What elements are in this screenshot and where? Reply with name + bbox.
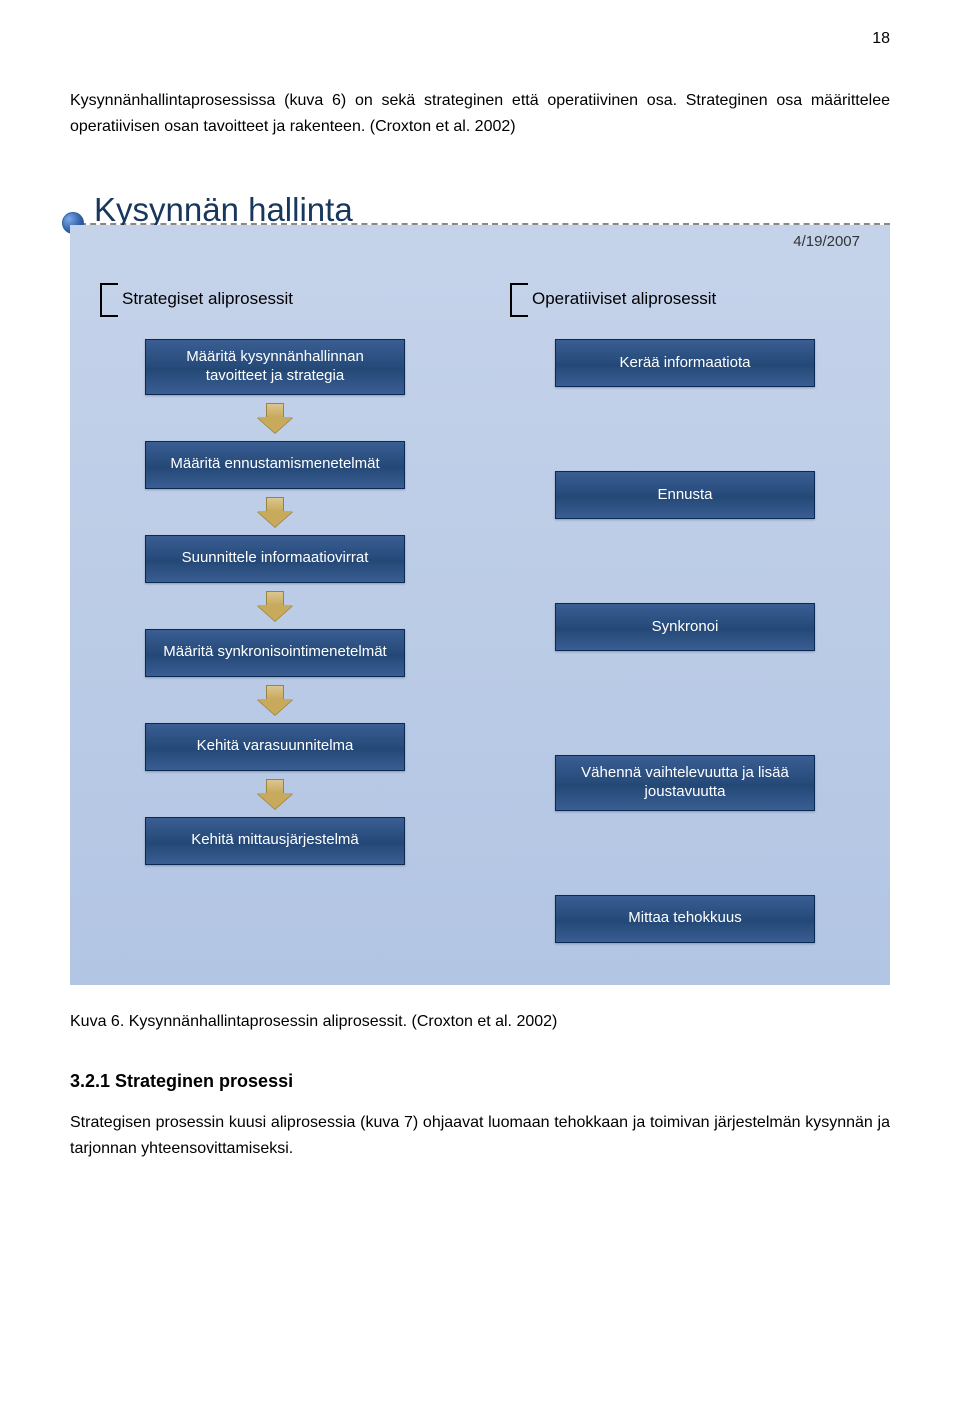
arrow-down-icon bbox=[257, 583, 293, 629]
subheading: 3.2.1 Strateginen prosessi bbox=[70, 1071, 890, 1092]
left-column: Strategiset aliprosessit Määritä kysynnän… bbox=[100, 283, 450, 943]
arrow-down-icon bbox=[257, 677, 293, 723]
flow-node: Ennusta bbox=[555, 471, 815, 519]
arrow-down-icon bbox=[257, 771, 293, 817]
flow-node: Suunnittele informaatiovirrat bbox=[145, 535, 405, 583]
diagram: Kysynnän hallinta 4/19/2007 Strategiset … bbox=[70, 169, 890, 1005]
column-header: Strategiset aliprosessit bbox=[100, 283, 297, 317]
intro-paragraph: Kysynnänhallintaprosessissa (kuva 6) on … bbox=[70, 88, 890, 139]
flow-node: Kehitä varasuunnitelma bbox=[145, 723, 405, 771]
diagram-header: Kysynnän hallinta bbox=[70, 169, 890, 225]
section-paragraph: Strategisen prosessin kuusi aliprosessia… bbox=[70, 1110, 890, 1161]
flow-node: Määritä ennustamismenetelmät bbox=[145, 441, 405, 489]
bracket-icon bbox=[510, 283, 528, 317]
column-header-label: Operatiiviset aliprosessit bbox=[528, 283, 720, 317]
diagram-columns: Strategiset aliprosessit Määritä kysynnän… bbox=[100, 243, 860, 943]
bracket-icon bbox=[100, 283, 118, 317]
flow-node: Kerää informaatiota bbox=[555, 339, 815, 387]
flow-node: Määritä synkronisointimenetelmät bbox=[145, 629, 405, 677]
column-header: Operatiiviset aliprosessit bbox=[510, 283, 720, 317]
flow-node: Mittaa tehokkuus bbox=[555, 895, 815, 943]
column-header-label: Strategiset aliprosessit bbox=[118, 283, 297, 317]
page-number: 18 bbox=[70, 30, 890, 48]
diagram-date: 4/19/2007 bbox=[793, 233, 860, 250]
arrow-down-icon bbox=[257, 489, 293, 535]
diagram-body: 4/19/2007 Strategiset aliprosessit Määrit… bbox=[70, 225, 890, 985]
flow-node: Määritä kysynnänhallinnan tavoitteet ja … bbox=[145, 339, 405, 395]
diagram-title: Kysynnän hallinta bbox=[94, 191, 353, 229]
arrow-down-icon bbox=[257, 395, 293, 441]
figure-caption: Kuva 6. Kysynnänhallintaprosessin alipro… bbox=[70, 1013, 890, 1031]
flow-node: Kehitä mittausjärjestelmä bbox=[145, 817, 405, 865]
right-column: Operatiiviset aliprosessit Kerää informaa… bbox=[510, 283, 860, 943]
flow-node: Vähennä vaihtelevuutta ja lisää joustavu… bbox=[555, 755, 815, 811]
flow-node: Synkronoi bbox=[555, 603, 815, 651]
